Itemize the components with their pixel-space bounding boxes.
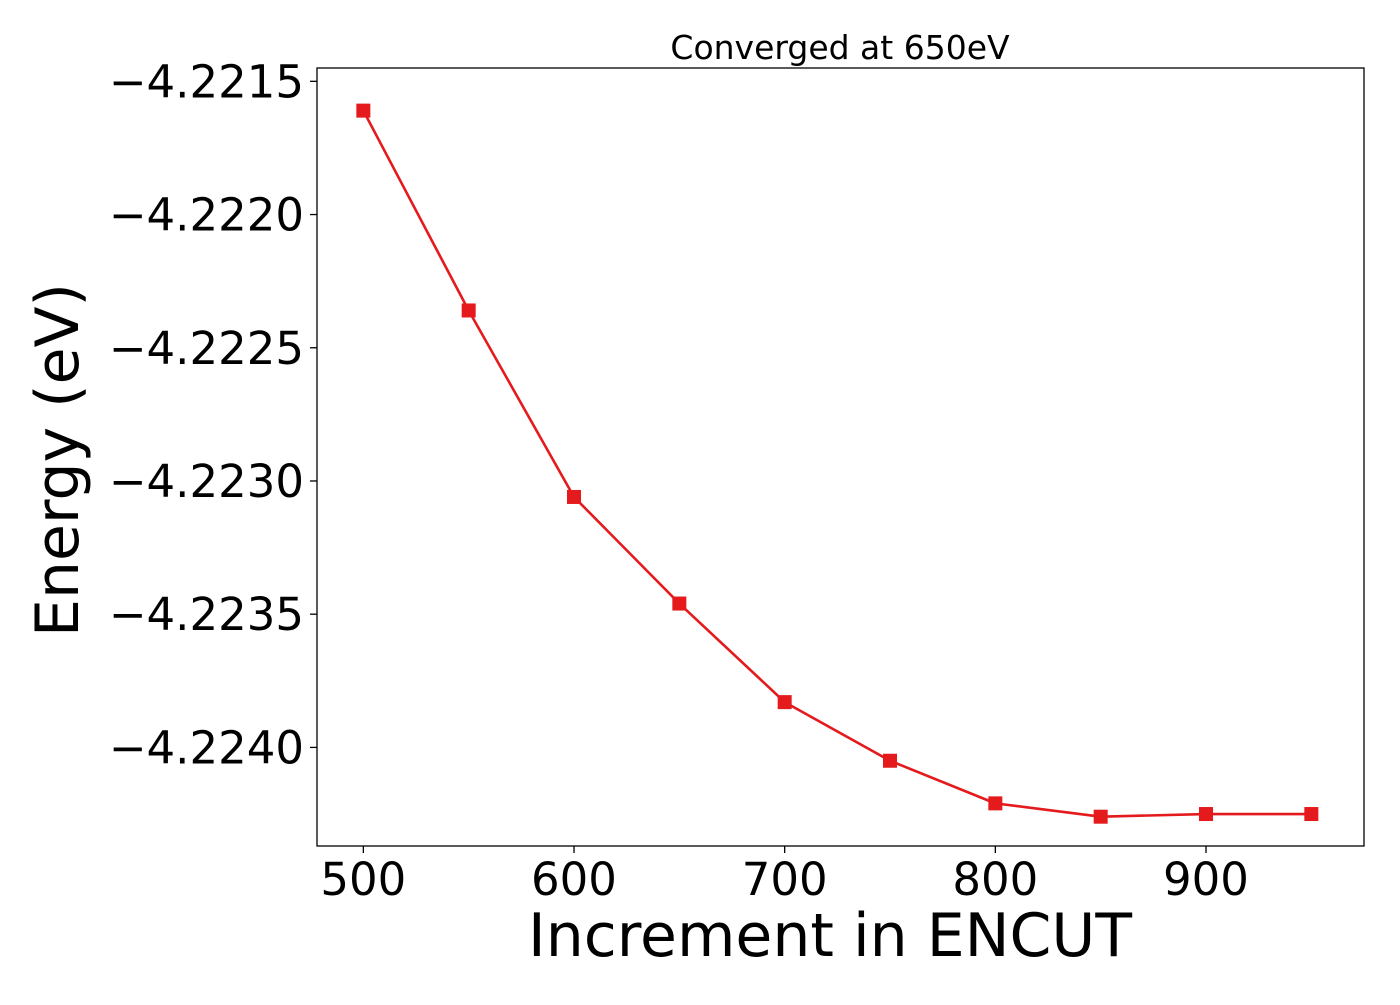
y-axis-ticks: −4.2215 −4.2220 −4.2225 −4.2230 −4.2235 −4.22… [109, 55, 317, 774]
plot-frame [316, 67, 1365, 847]
data-point-marker [988, 796, 1003, 811]
x-axis-label: Increment in ENCUT [528, 901, 1132, 971]
series-group [356, 103, 1319, 824]
y-tick-label: −4.2225 [109, 322, 304, 375]
x-tick-label: 900 [1163, 853, 1249, 906]
data-point-marker [1199, 807, 1214, 822]
chart-title: Converged at 650eV [670, 28, 1010, 67]
x-axis-ticks: 500 600 700 800 900 [320, 846, 1249, 906]
y-tick-label: −4.2215 [109, 55, 304, 108]
data-point-marker [1093, 809, 1108, 824]
x-tick-label: 700 [742, 853, 828, 906]
x-tick-label: 600 [531, 853, 617, 906]
data-point-marker [777, 695, 792, 710]
x-tick-label: 800 [952, 853, 1038, 906]
series-line [362, 110, 1312, 818]
y-tick-label: −4.2235 [109, 588, 304, 641]
data-point-marker [567, 489, 582, 504]
data-point-marker [672, 596, 687, 611]
y-tick-label: −4.2230 [109, 455, 304, 508]
data-point-marker [883, 753, 898, 768]
y-tick-label: −4.2240 [109, 721, 304, 774]
data-point-marker [1304, 807, 1319, 822]
x-tick-label: 500 [320, 853, 406, 906]
plot-area [317, 68, 1364, 846]
data-point-marker [461, 303, 476, 318]
data-point-marker [356, 103, 371, 118]
y-tick-label: −4.2220 [109, 189, 304, 242]
y-axis-label: Energy (eV) [23, 283, 93, 637]
